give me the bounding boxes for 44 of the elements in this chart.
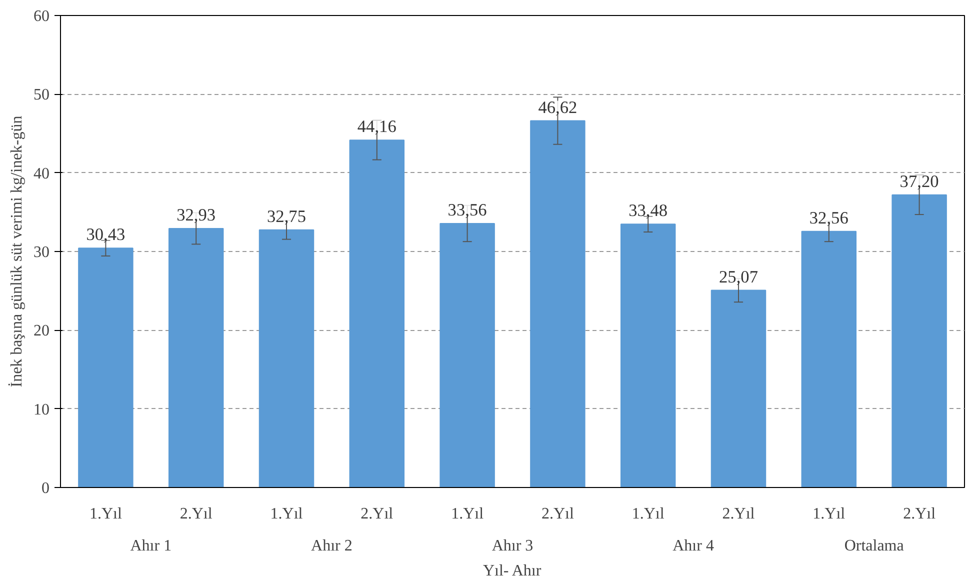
data-label: 25,07: [719, 267, 758, 286]
x-tick-label: 2.Yıl: [722, 506, 756, 522]
bar: [440, 222, 495, 488]
x-tick-label: 1.Yıl: [89, 506, 122, 522]
x-tick-label: 1.Yıl: [632, 506, 665, 522]
data-label: 30,43: [86, 225, 126, 244]
data-label: 32,56: [809, 208, 849, 228]
text: Ahır 2: [311, 538, 352, 554]
y-tick-label: 20: [34, 322, 50, 340]
y-tick-label: 0: [42, 480, 50, 497]
x-tick-label: 2.Yıl: [360, 506, 394, 522]
x-tick-label: 2.Yıl: [903, 506, 936, 522]
bar: [620, 224, 676, 488]
data-label: 33,48: [628, 201, 668, 220]
bar: [710, 290, 766, 488]
data-label: 32,93: [176, 205, 216, 224]
data-label: 46,62: [538, 98, 578, 117]
text: Ahır 1: [130, 538, 172, 554]
bar: [168, 228, 224, 488]
x-tick-label: 1.Yıl: [270, 506, 304, 522]
bar: [349, 140, 405, 488]
text: Ortalama: [844, 538, 904, 554]
bar: [530, 120, 586, 488]
data-label: 33,56: [448, 200, 488, 220]
text: Ahır 4: [672, 538, 714, 554]
y-tick-label: 30: [34, 244, 50, 261]
data-label: 37,20: [900, 172, 939, 191]
data-label: 44,16: [357, 117, 397, 136]
bar: [258, 229, 314, 488]
x-tick-label: 2.Yıl: [541, 506, 574, 522]
bar: [801, 230, 857, 488]
x-tick-label: 2.Yıl: [180, 506, 213, 522]
y-axis-title: İnek başına günlük süt verimi kg/inek-gün: [8, 116, 26, 388]
data-label: 32,75: [267, 206, 306, 226]
y-tick-label: 40: [34, 165, 50, 182]
y-tick-label: 60: [34, 8, 50, 25]
x-tick-label: 1.Yıl: [812, 506, 846, 522]
bar: [892, 194, 947, 488]
bar: [78, 248, 134, 488]
y-tick-label: 50: [34, 86, 50, 104]
x-tick-label: 1.Yıl: [451, 506, 484, 522]
text: Ahır 3: [492, 538, 534, 554]
y-tick-label: 10: [34, 401, 50, 418]
x-axis-title: Yıl- Ahır: [482, 562, 542, 580]
